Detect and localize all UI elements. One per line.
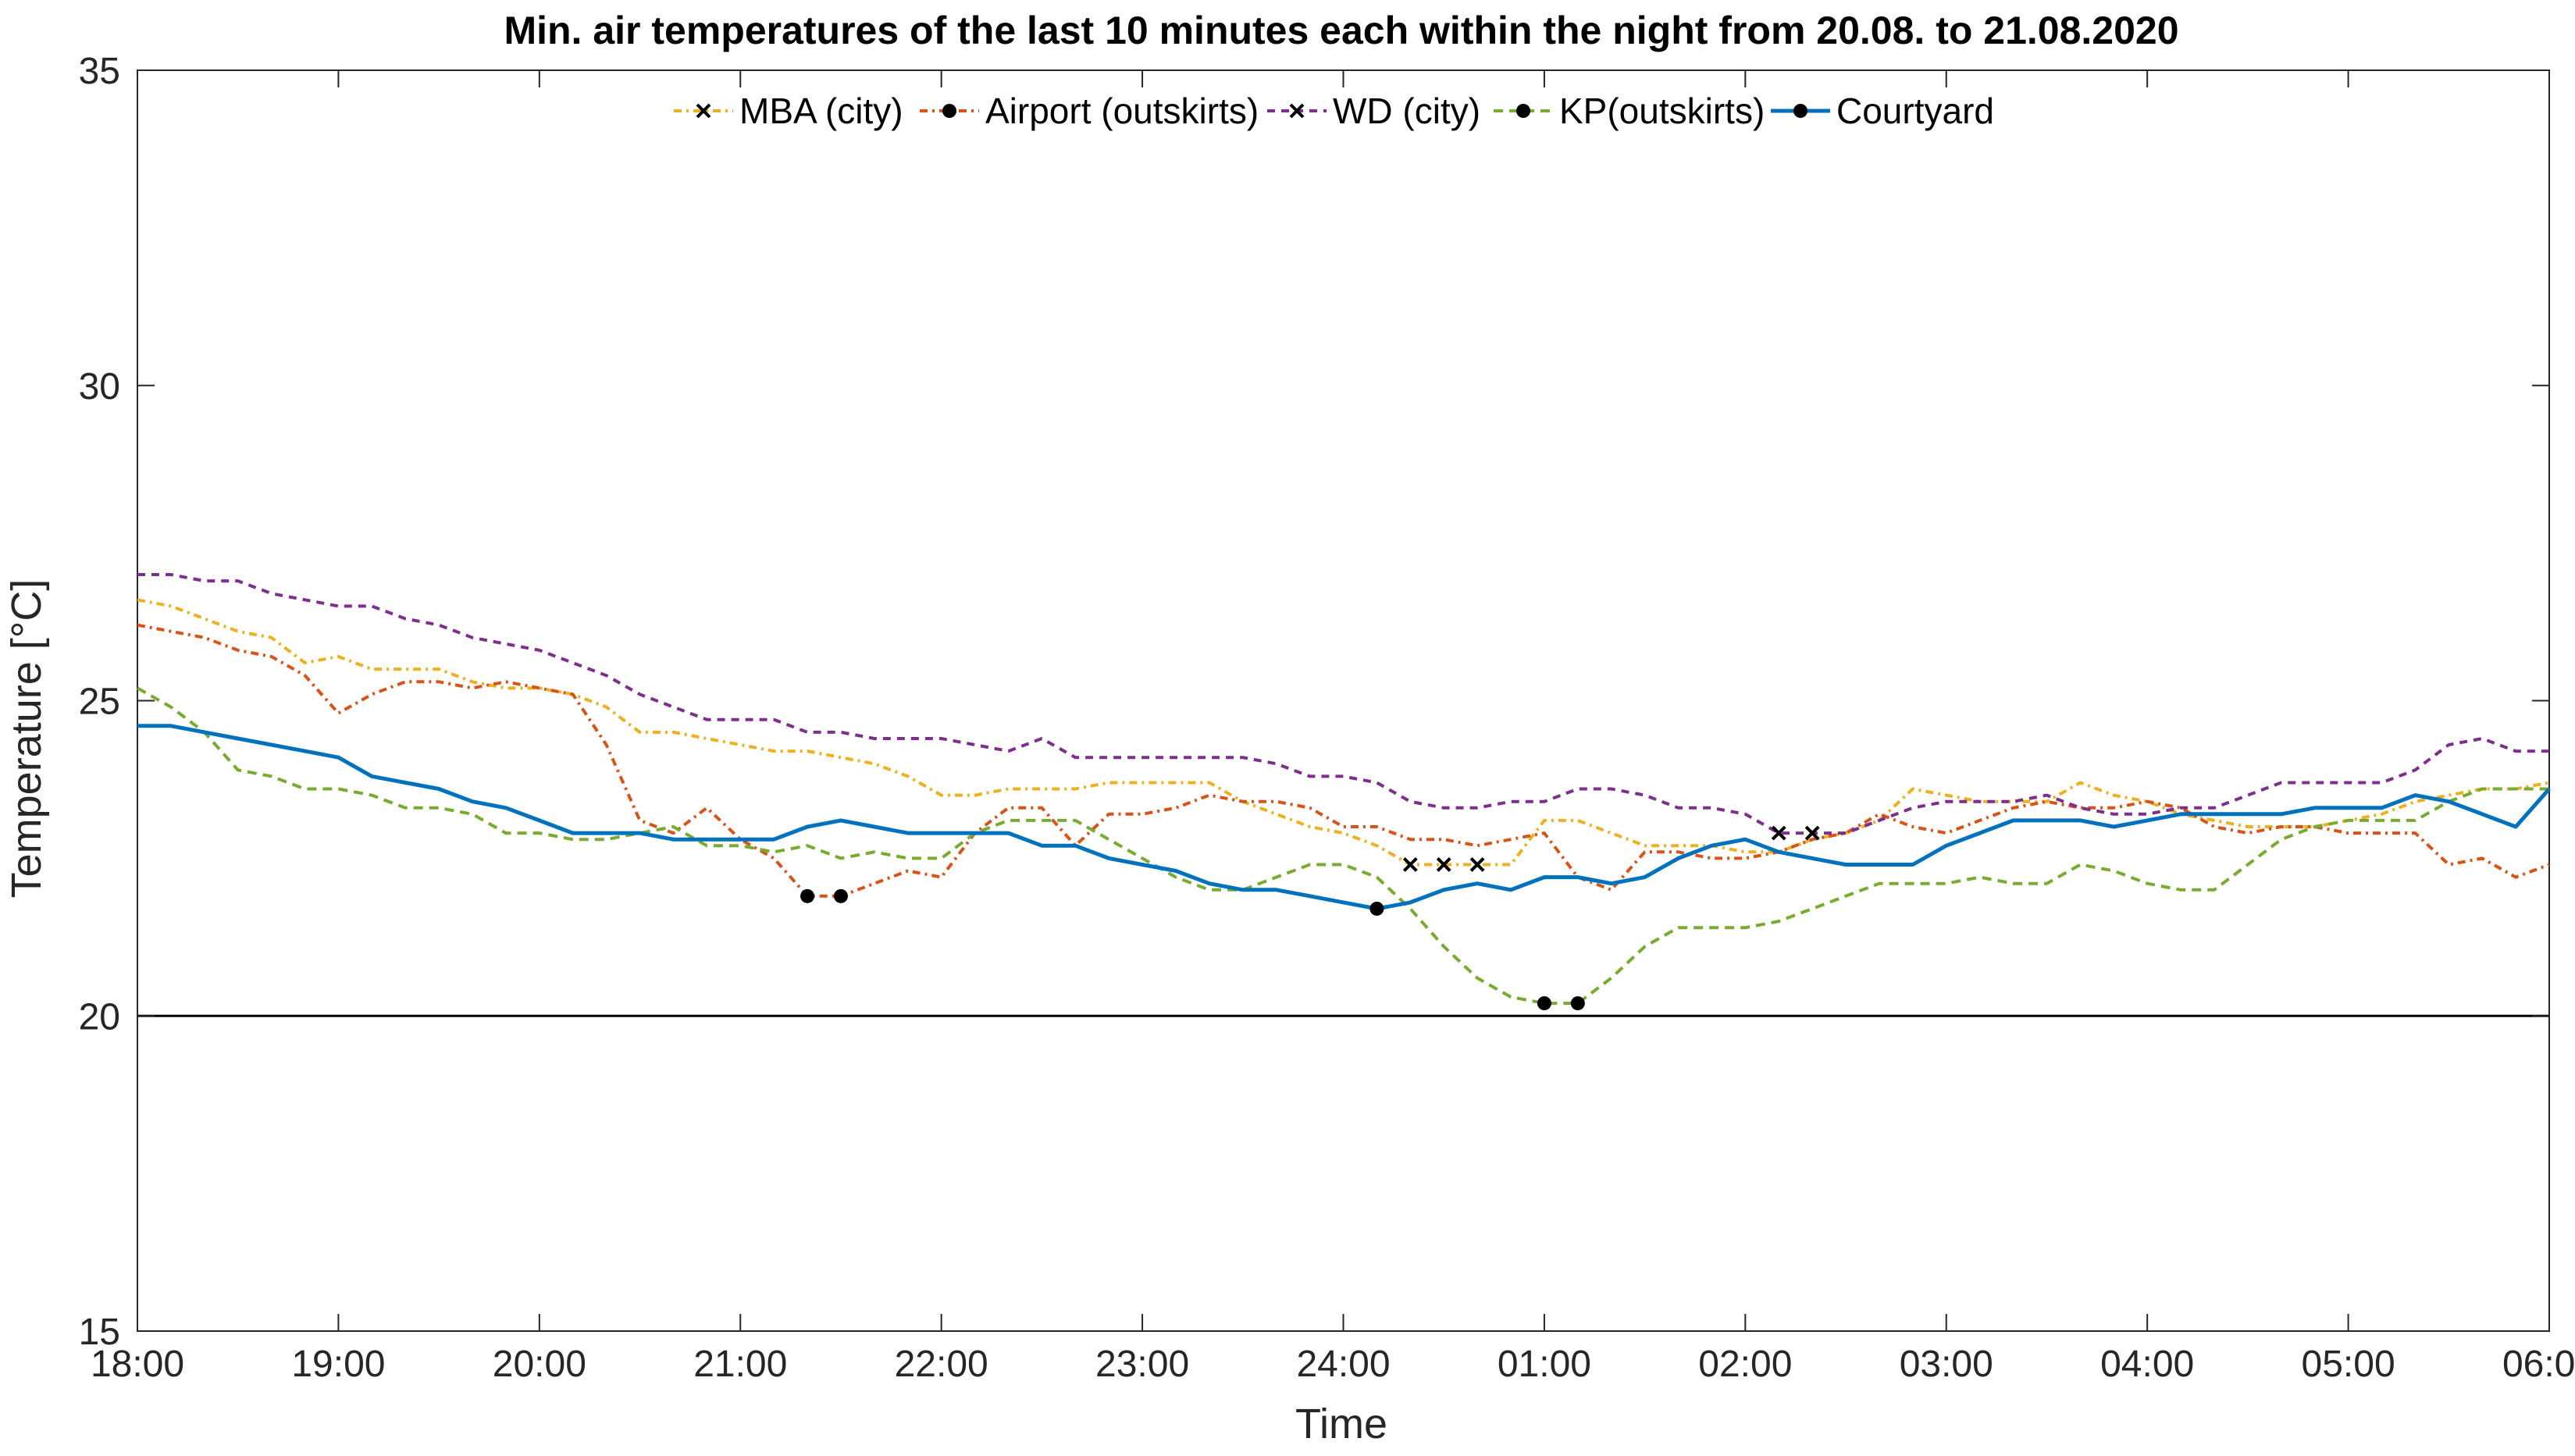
series-2-marker [833, 888, 848, 903]
series-line-2 [137, 623, 2550, 898]
legend-entry: KP(outskirts) [1494, 91, 1765, 131]
series-1-marker-stroke-b [1402, 857, 1418, 872]
series-3-marker [1804, 825, 1820, 841]
x-tick-label: 22:00 [895, 1344, 988, 1385]
y-tick-label: 20 [79, 996, 120, 1038]
y-tick-label: 35 [79, 51, 120, 92]
legend-marker-1 [696, 103, 711, 119]
series-1-marker [1436, 857, 1451, 872]
series-1-marker-stroke-b [1469, 857, 1485, 872]
legend-entry: MBA (city) [674, 91, 903, 131]
legend-label: MBA (city) [739, 91, 903, 131]
x-tick-label: 21:00 [693, 1344, 787, 1385]
y-tick-label: 15 [79, 1312, 120, 1353]
legend-marker-3 [1289, 103, 1305, 119]
series-3-marker-stroke-b [1804, 825, 1820, 841]
legend-label: Airport (outskirts) [985, 91, 1259, 131]
x-tick-label: 19:00 [291, 1344, 385, 1385]
x-tick-label: 05:00 [2302, 1344, 2395, 1385]
legend-marker-3-stroke-b [1289, 103, 1305, 119]
plot-area: 18:00 19:00 20:00 21:00 22:00 23:00 24:00 01:00… [79, 51, 2575, 1385]
x-tick-label: 23:00 [1095, 1344, 1189, 1385]
legend-entry: WD (city) [1267, 91, 1480, 131]
series-1-marker-stroke-b [1436, 857, 1451, 872]
x-tick-label: 24:00 [1296, 1344, 1390, 1385]
legend-label: WD (city) [1333, 91, 1480, 131]
legend-label: Courtyard [1836, 91, 1994, 131]
x-tick-label: 02:00 [1698, 1344, 1792, 1385]
y-tick-label: 30 [79, 366, 120, 408]
x-axis-label: Time [1295, 1401, 1387, 1447]
x-tick-label: 03:00 [1900, 1344, 1993, 1385]
series-1-marker [1402, 857, 1418, 872]
series-line-3 [137, 573, 2549, 835]
series-line-5 [137, 724, 2551, 911]
series-5-marker [1369, 901, 1384, 916]
legend-entry: Courtyard [1771, 91, 1994, 131]
legend-marker-5 [1793, 104, 1807, 118]
x-tick-label: 20:00 [493, 1344, 586, 1385]
legend-label: KP(outskirts) [1559, 91, 1765, 131]
series-3-marker-stroke-b [1771, 825, 1786, 841]
series-3-marker [1771, 825, 1786, 841]
series-2-marker [800, 888, 815, 903]
legend-marker-2 [942, 104, 956, 118]
series-4-marker [1570, 996, 1585, 1011]
x-tick-label: 18:00 [91, 1344, 184, 1385]
series-1-marker [1469, 857, 1485, 872]
x-tick-label: 01:00 [1498, 1344, 1591, 1385]
legend-marker-4 [1516, 104, 1530, 118]
legend: MBA (city) Airport (outskirts) WD (city) KP… [674, 91, 1994, 131]
x-tick-label: 06:00 [2502, 1344, 2575, 1385]
legend-entry: Airport (outskirts) [920, 91, 1259, 131]
y-axis-label: Temperature [°C] [3, 579, 50, 899]
series-line-4 [137, 686, 2549, 1006]
series-4-marker [1537, 996, 1551, 1011]
y-tick-label: 25 [79, 682, 120, 723]
x-tick-label: 04:00 [2100, 1344, 2194, 1385]
legend-marker-1-stroke-b [696, 103, 711, 119]
chart-title: Min. air temperatures of the last 10 min… [504, 9, 2178, 52]
